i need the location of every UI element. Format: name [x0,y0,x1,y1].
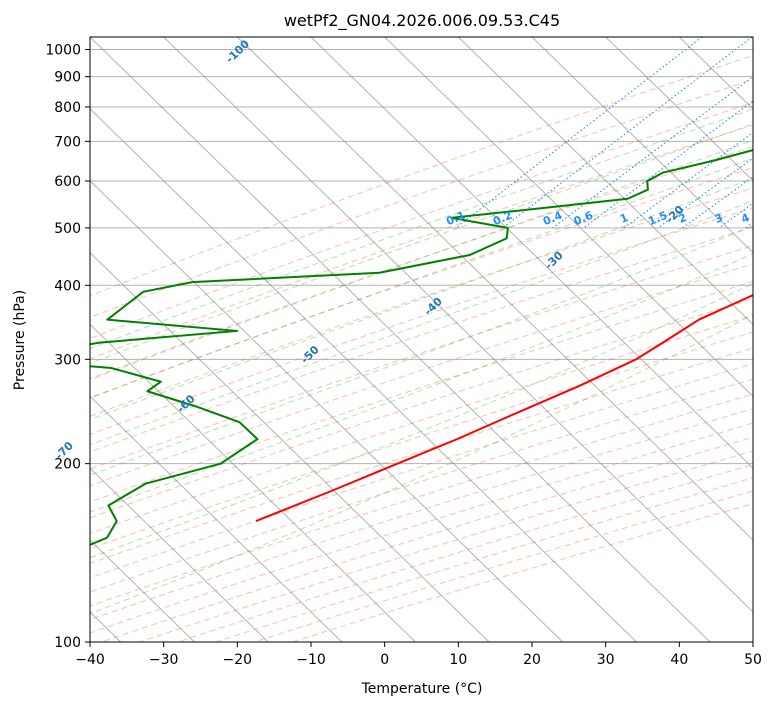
mixing-ratio-label: 3 [713,211,725,226]
moist-adiabat [90,177,753,421]
isotherm-line [90,467,269,642]
x-tick-label: 0 [380,652,389,668]
isotherm-line [90,395,343,642]
profiles [90,148,753,546]
mixing-ratio-line [583,100,753,229]
moist-adiabat [90,108,753,350]
y-axis-label: Pressure (hPa) [12,290,28,390]
x-tick-label: −20 [223,652,253,668]
isotherm-line [90,251,490,642]
y-tick-label: 400 [54,278,81,294]
mixing-ratio-line [455,37,703,229]
isotherm-line [163,37,753,613]
x-axis-label: Temperature (°C) [361,681,483,697]
dry-adiabat [90,378,753,593]
isotherm-line [90,37,711,642]
x-tick-label: 40 [670,652,688,668]
y-tick-label: 500 [54,221,81,237]
x-tick-label: −30 [149,652,179,668]
isotherm-line [384,37,753,398]
moist-adiabat [90,282,753,559]
mixing-ratio-line [552,75,753,229]
dry-adiabat [90,363,753,579]
y-tick-label: 300 [54,352,81,368]
dry-adiabat [90,207,753,435]
isotherm-line [457,37,753,326]
dry-adiabat [90,245,753,470]
isotherm-line [605,37,753,182]
moist-adiabat [90,314,753,615]
x-tick-label: −40 [75,652,105,668]
y-tick-label: 600 [54,174,81,190]
y-tick-label: 200 [54,457,81,473]
x-tick-label: 50 [744,652,762,668]
dry-adiabat [90,146,753,380]
dewpoint-profile [90,148,753,546]
dry-adiabat [90,331,753,550]
mixing-ratio-label: 1 [618,211,630,226]
dry-adiabat [90,187,753,417]
isotherm-line [90,108,637,642]
chart-title: wetPf2_GN04.2026.006.09.53.C45 [284,11,560,31]
dry-adiabat [90,124,753,360]
plot-frame [89,36,754,643]
moist-adiabat [90,157,753,399]
x-tick-label: 30 [597,652,615,668]
y-tick-label: 900 [54,70,81,86]
dry-adiabat [90,280,753,503]
x-tick-label: −10 [296,652,326,668]
moist-adiabat [90,123,753,365]
moist-adiabat [90,200,753,446]
axes: −40 −30 −20 −10 0 10 20 30 40 50 1000 900 800 700 600 5… [45,43,762,668]
dry-adiabat [90,298,753,519]
x-tick-label: 20 [523,652,541,668]
y-tick-label: 700 [54,134,81,150]
background-lines [90,37,753,642]
isotherm-line [310,37,753,469]
x-tick-label: 10 [449,652,467,668]
temperature-profile [255,293,753,522]
y-tick-label: 800 [54,100,81,116]
mixing-ratio-label: 2 [677,211,689,226]
dry-adiabat [90,167,753,399]
isotherm-line [236,37,753,541]
isotherm-line [90,323,416,642]
isotherm-line [90,180,564,642]
isotherm-line [531,37,753,254]
y-tick-label: 1000 [45,43,81,59]
isotherm-line [90,539,195,642]
y-tick-label: 100 [54,635,81,651]
